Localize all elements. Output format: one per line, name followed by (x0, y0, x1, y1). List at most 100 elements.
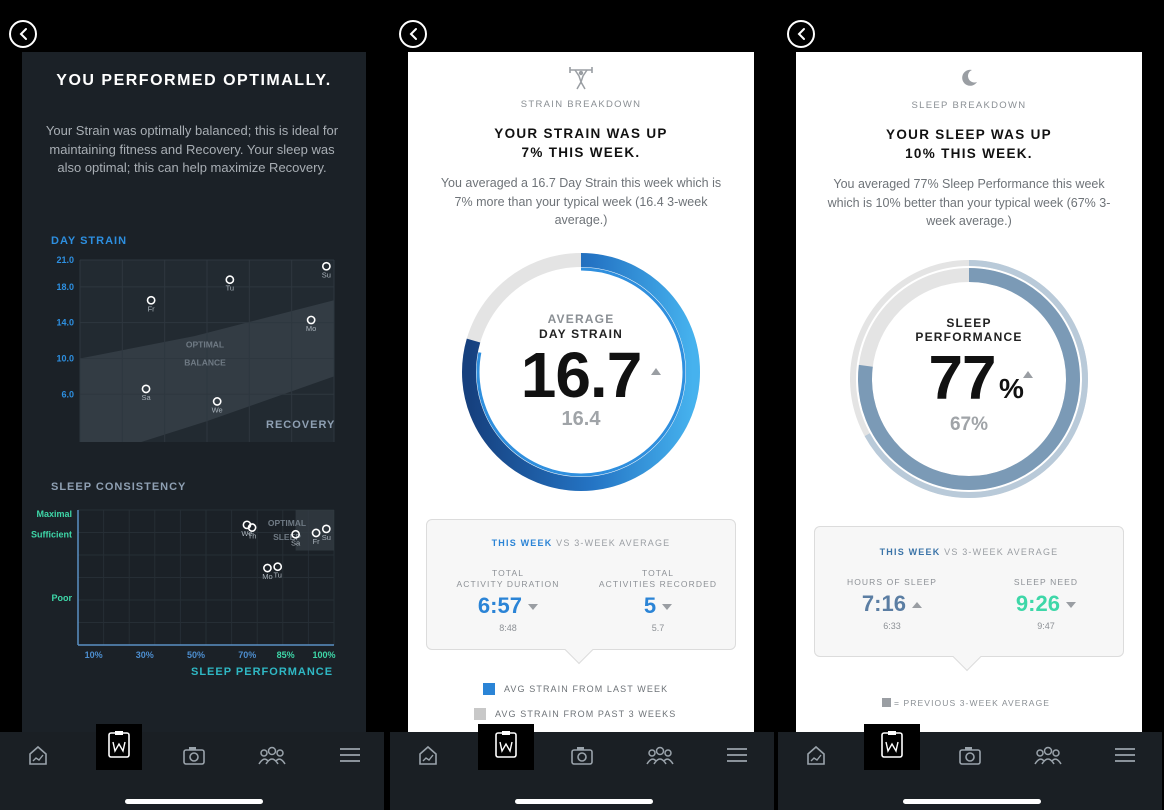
tab-home[interactable] (796, 740, 836, 770)
stat-value: 5 (643, 593, 657, 618)
chevron-left-icon (409, 28, 417, 40)
ring-value: 16.7 (520, 339, 643, 411)
tab-home[interactable] (18, 740, 58, 770)
sleep-consistency-label: SLEEP CONSISTENCY (51, 481, 187, 493)
moon-icon (796, 66, 1142, 95)
y-tick-label: 21.0 (56, 255, 74, 265)
compare-rest: VS 3-WEEK AVERAGE (552, 538, 671, 548)
y-tick-label: 14.0 (56, 318, 74, 328)
stat-previous: 5.7 (651, 623, 665, 633)
stat-label-line2: ACTIVITIES RECORDED (598, 579, 718, 589)
tab-journal[interactable] (864, 724, 920, 770)
sleep-panel: SLEEP BREAKDOWN YOUR SLEEP WAS UP 10% TH… (778, 0, 1162, 810)
tab-camera[interactable] (562, 740, 602, 770)
point-label: We (241, 529, 252, 538)
x-tick-label: 10% (85, 650, 103, 660)
tab-home[interactable] (408, 740, 448, 770)
tab-camera[interactable] (950, 740, 990, 770)
point-label: Tu (273, 571, 281, 580)
tab-bar (778, 724, 1162, 810)
point-label: Su (322, 270, 331, 279)
x-tick-label: 85% (277, 650, 295, 660)
x-tick-label: 50% (187, 650, 205, 660)
tab-menu[interactable] (330, 740, 370, 770)
tab-bar (0, 724, 384, 810)
data-point (321, 261, 331, 271)
card-pointer (952, 642, 982, 672)
camera-icon (571, 747, 593, 765)
ring-previous: 16.4 (561, 408, 601, 430)
tab-community[interactable] (252, 740, 292, 770)
stat-value: 6:57 (477, 593, 522, 618)
home-indicator[interactable] (125, 799, 263, 804)
down-arrow-icon (528, 604, 539, 611)
tab-journal[interactable] (478, 724, 534, 770)
tab-camera[interactable] (174, 740, 214, 770)
sleep-content: SLEEP BREAKDOWN YOUR SLEEP WAS UP 10% TH… (796, 52, 1142, 732)
tab-menu[interactable] (1105, 740, 1145, 770)
ring-label-line2: PERFORMANCE (915, 330, 1023, 344)
strain-content: STRAIN BREAKDOWN YOUR STRAIN WAS UP 7% T… (408, 52, 754, 732)
ring-value: 77 (928, 344, 997, 413)
day-strain-label: DAY STRAIN (51, 235, 128, 247)
headline-line1: YOUR STRAIN WAS UP (494, 126, 668, 141)
three-week-arc (476, 267, 686, 477)
summary-text: You averaged 77% Sleep Performance this … (827, 177, 1111, 228)
ring-unit: % (999, 373, 1024, 404)
x-tick-label: 30% (136, 650, 154, 660)
menu-icon (1115, 748, 1135, 762)
home-indicator[interactable] (515, 799, 653, 804)
strain-ring: AVERAGE DAY STRAIN 16.7 16.4 (459, 250, 703, 494)
camera-icon (183, 747, 205, 765)
menu-icon (340, 748, 360, 762)
x-tick-label: 100% (312, 650, 335, 660)
y-tick-label: Maximal (36, 509, 72, 519)
data-point (225, 275, 235, 285)
back-button[interactable] (9, 20, 37, 48)
page-title: YOU PERFORMED OPTIMALLY. (56, 72, 332, 89)
tab-community[interactable] (1028, 740, 1068, 770)
point-label: Sa (141, 393, 151, 402)
point-label: We (212, 405, 223, 414)
stat-previous: 6:33 (883, 621, 901, 631)
chevron-left-icon (797, 28, 805, 40)
data-point (311, 528, 321, 538)
legend-previous-average: = PREVIOUS 3-WEEK AVERAGE (894, 698, 1051, 708)
community-icon (646, 746, 674, 765)
legend-last-week: AVG STRAIN FROM LAST WEEK (504, 684, 669, 694)
tab-menu[interactable] (717, 740, 757, 770)
stat-label-line1: TOTAL (641, 568, 675, 578)
weightlifter-icon (408, 62, 754, 97)
point-label: Mo (306, 324, 316, 333)
kicker: STRAIN BREAKDOWN (520, 99, 642, 110)
legend-swatch (882, 698, 891, 707)
ring-label-line1: AVERAGE (547, 312, 615, 326)
up-arrow-icon (1023, 371, 1033, 378)
ring-previous: 67% (949, 414, 989, 435)
tab-journal[interactable] (96, 724, 142, 770)
data-point (247, 523, 257, 532)
tab-community[interactable] (640, 740, 680, 770)
this-week-arc (462, 253, 700, 491)
stat-activity-duration: TOTAL ACTIVITY DURATION 6:57 8:48 (445, 568, 571, 633)
data-point (263, 563, 272, 573)
stat-label-line1: TOTAL (491, 568, 525, 578)
home-icon (807, 745, 825, 765)
home-icon (419, 745, 437, 765)
home-indicator[interactable] (903, 799, 1041, 804)
data-point (141, 384, 151, 394)
data-point (306, 315, 316, 325)
data-point (321, 524, 331, 534)
back-button[interactable] (787, 20, 815, 48)
compare-this-week: THIS WEEK (879, 547, 941, 557)
y-tick-label: 18.0 (56, 282, 74, 292)
back-button[interactable] (399, 20, 427, 48)
performance-panel: YOU PERFORMED OPTIMALLY. Your Strain was… (0, 0, 384, 810)
headline-line2: 10% THIS WEEK. (905, 146, 1033, 161)
stat-previous: 9:47 (1037, 621, 1055, 631)
this-week-arc (858, 268, 1080, 490)
point-label: Tu (226, 284, 234, 293)
summary-text: Your Strain was optimally balanced; this… (45, 123, 339, 175)
ring-label-line2: DAY STRAIN (538, 327, 624, 341)
community-icon (1034, 746, 1062, 765)
